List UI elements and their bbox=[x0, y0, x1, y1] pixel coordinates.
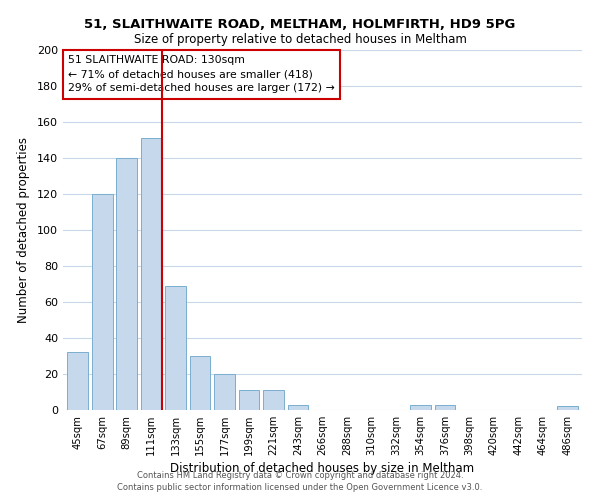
Bar bbox=[67, 352, 88, 410]
Text: 51, SLAITHWAITE ROAD, MELTHAM, HOLMFIRTH, HD9 5PG: 51, SLAITHWAITE ROAD, MELTHAM, HOLMFIRTH… bbox=[85, 18, 515, 30]
Text: Contains HM Land Registry data © Crown copyright and database right 2024.
Contai: Contains HM Land Registry data © Crown c… bbox=[118, 471, 482, 492]
Bar bbox=[165, 286, 186, 410]
Bar bbox=[239, 390, 259, 410]
Bar bbox=[214, 374, 235, 410]
Bar bbox=[92, 194, 113, 410]
Bar bbox=[263, 390, 284, 410]
Y-axis label: Number of detached properties: Number of detached properties bbox=[17, 137, 30, 323]
X-axis label: Distribution of detached houses by size in Meltham: Distribution of detached houses by size … bbox=[170, 462, 475, 475]
Bar bbox=[287, 404, 308, 410]
Bar bbox=[190, 356, 211, 410]
Text: Size of property relative to detached houses in Meltham: Size of property relative to detached ho… bbox=[134, 32, 466, 46]
Bar bbox=[141, 138, 161, 410]
Bar bbox=[410, 404, 431, 410]
Text: 51 SLAITHWAITE ROAD: 130sqm
← 71% of detached houses are smaller (418)
29% of se: 51 SLAITHWAITE ROAD: 130sqm ← 71% of det… bbox=[68, 56, 335, 94]
Bar bbox=[434, 404, 455, 410]
Bar bbox=[116, 158, 137, 410]
Bar bbox=[557, 406, 578, 410]
